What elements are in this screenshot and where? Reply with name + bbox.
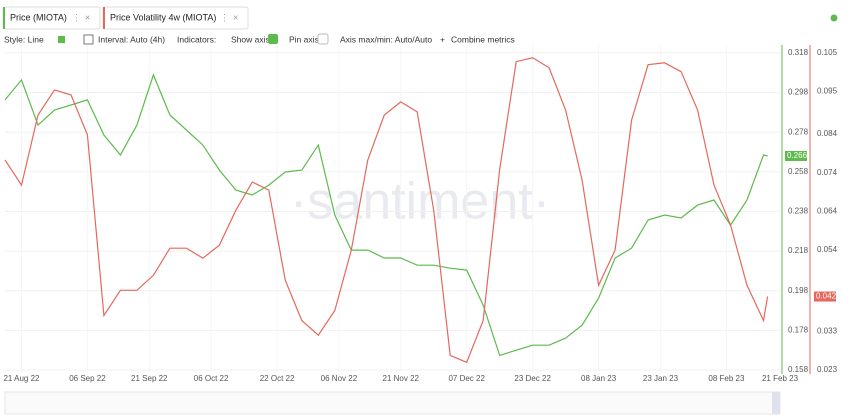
series-line xyxy=(4,57,769,364)
y2-tick-label: 0.023 xyxy=(817,365,838,374)
tab-menu[interactable]: ⋮ xyxy=(72,12,81,22)
tab-label: Price Volatility 4w (MIOTA) xyxy=(110,12,216,22)
y-tick-label: 0.298 xyxy=(788,88,809,97)
status-dot xyxy=(830,14,838,22)
interval-select[interactable]: Interval: Auto (4h) xyxy=(98,34,165,44)
pin-axis-checkbox[interactable] xyxy=(317,33,329,45)
y-tick-label: 0.238 xyxy=(788,207,809,216)
y2-tick-label: 0.084 xyxy=(817,129,838,138)
indicators-select[interactable]: Indicators: xyxy=(177,34,216,44)
tab-close[interactable]: × xyxy=(85,12,90,22)
x-tick-label: 21 Feb 23 xyxy=(762,374,799,383)
x-tick-label: 22 Oct 22 xyxy=(260,374,295,383)
tab-accent xyxy=(103,7,105,29)
calendar-icon xyxy=(83,34,94,45)
show-axis-label: Show axis xyxy=(231,34,270,44)
style-select[interactable]: Style: Line xyxy=(4,34,44,44)
x-tick-label: 23 Jan 23 xyxy=(643,374,679,383)
color-picker[interactable] xyxy=(58,36,65,43)
plus-icon: + xyxy=(440,34,445,44)
current-value-badge xyxy=(785,150,807,161)
y-tick-label: 0.218 xyxy=(788,246,809,255)
y2-tick-label: 0.074 xyxy=(817,168,838,177)
x-tick-label: 21 Nov 22 xyxy=(383,374,420,383)
combine-metrics[interactable]: Combine metrics xyxy=(451,34,515,44)
y-tick-label: 0.158 xyxy=(788,365,809,374)
x-tick-label: 07 Dec 22 xyxy=(448,374,485,383)
y-tick-label: 0.178 xyxy=(788,325,809,334)
y-tick-label: 0.318 xyxy=(788,48,809,57)
x-tick-label: 08 Jan 23 xyxy=(581,374,617,383)
tab-accent xyxy=(3,7,5,29)
pin-axis-label: Pin axis xyxy=(289,34,319,44)
axis-minmax-select[interactable]: Axis max/min: Auto/Auto xyxy=(340,34,432,44)
x-tick-label: 21 Aug 22 xyxy=(3,374,40,383)
x-tick-label: 23 Dec 22 xyxy=(514,374,551,383)
x-tick-label: 06 Nov 22 xyxy=(321,374,358,383)
y2-tick-label: 0.095 xyxy=(817,87,838,96)
y-tick-label: 0.258 xyxy=(788,167,809,176)
current-value-badge xyxy=(814,291,836,302)
x-tick-label: 08 Feb 23 xyxy=(708,374,745,383)
x-tick-label: 06 Oct 22 xyxy=(194,374,229,383)
series-line xyxy=(4,73,768,357)
navigator-handle[interactable] xyxy=(772,392,780,414)
show-axis-checkbox[interactable] xyxy=(268,34,278,44)
tab-menu[interactable]: ⋮ xyxy=(220,12,229,22)
x-tick-label: 06 Sep 22 xyxy=(69,374,106,383)
x-tick-label: 21 Sep 22 xyxy=(131,374,168,383)
toolbar: Style: Line Interval: Auto (4h) Indicato… xyxy=(4,33,515,45)
y2-tick-label: 0.064 xyxy=(817,207,838,216)
tab-close[interactable]: × xyxy=(233,12,238,22)
y2-tick-label: 0.054 xyxy=(817,245,838,254)
watermark: ·santiment· xyxy=(290,173,550,231)
current-value-label: 0.266 xyxy=(787,151,808,160)
tab-label: Price (MIOTA) xyxy=(10,12,67,22)
navigator[interactable] xyxy=(4,391,781,415)
y-tick-label: 0.198 xyxy=(788,286,809,295)
y2-tick-label: 0.105 xyxy=(817,48,838,57)
current-value-label: 0.042 xyxy=(816,292,837,301)
y2-tick-label: 0.033 xyxy=(817,326,838,335)
y-tick-label: 0.278 xyxy=(788,127,809,136)
